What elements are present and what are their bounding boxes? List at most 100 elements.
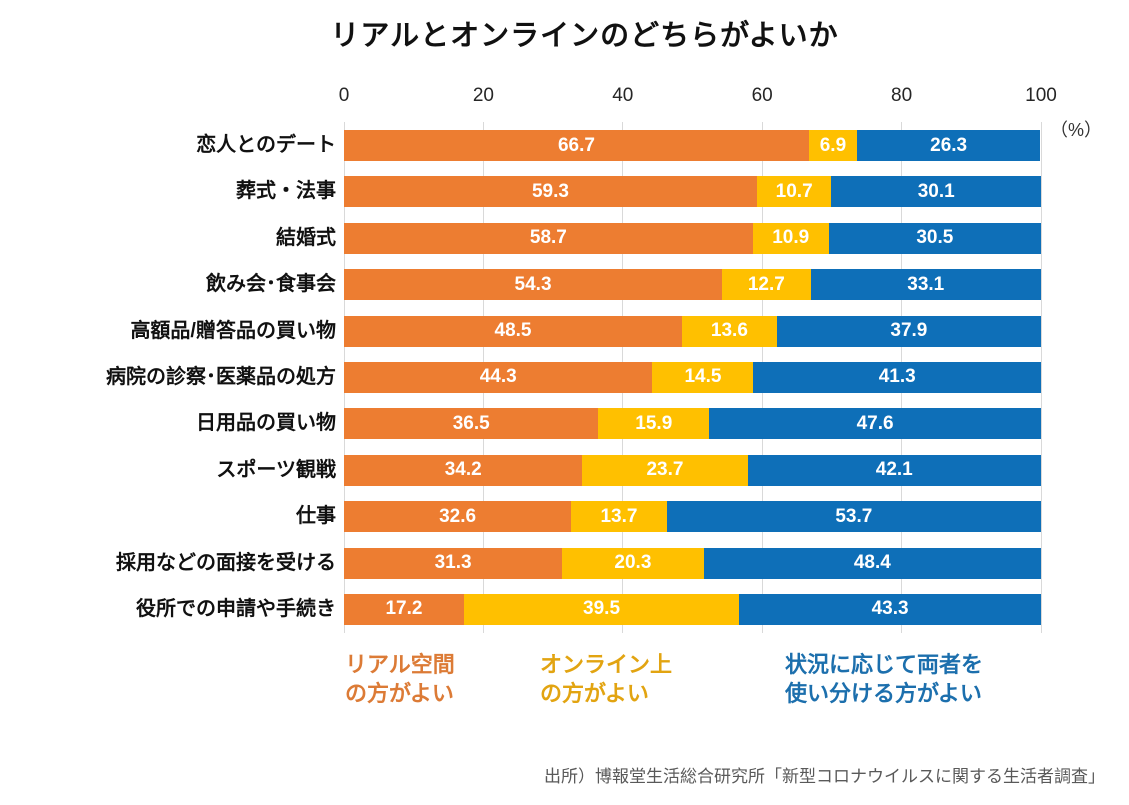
legend-both-line2: 使い分ける方がよい	[785, 681, 982, 706]
category-label: スポーツ観戦	[216, 458, 336, 481]
legend-real-line2: の方がよい	[345, 681, 454, 706]
value-label: 13.7	[600, 505, 638, 527]
value-label: 30.5	[916, 227, 954, 249]
category-label: 恋人とのデート	[196, 134, 336, 156]
value-label: 53.7	[835, 505, 873, 527]
value-label: 10.7	[775, 180, 813, 202]
plot-area: 恋人とのデート 66.7 6.9 26.3 葬式・法事 59.3 10.7 30.1 結婚式 58…	[106, 122, 1042, 633]
category-label: 高額品/贈答品の買い物	[130, 319, 336, 342]
value-label: 37.9	[890, 320, 928, 342]
bar-segment-real: 34.2	[344, 454, 583, 486]
bar-row: 役所での申請や手続き 17.2 39.5 43.3	[136, 593, 1041, 625]
value-label: 15.9	[635, 412, 673, 434]
chart-title: リアルとオンラインのどちらがよいか	[330, 20, 839, 52]
bar-segment-both: 30.5	[828, 222, 1041, 254]
value-label: 36.5	[452, 412, 490, 434]
x-tick-label: 100	[1025, 85, 1057, 106]
bar-row: 高額品/贈答品の買い物 48.5 13.6 37.9	[130, 315, 1041, 347]
x-tick-label: 20	[472, 85, 494, 106]
category-label: 結婚式	[276, 226, 336, 249]
category-label: 採用などの面接を受ける	[116, 551, 336, 574]
bar-segment-real: 17.2	[344, 593, 464, 625]
bar-segment-real: 66.7	[344, 130, 809, 161]
value-label: 17.2	[385, 598, 423, 620]
category-label: 役所での申請や手続き	[136, 597, 336, 620]
bar-segment-online: 12.7	[722, 269, 811, 301]
value-label: 10.9	[772, 227, 810, 249]
x-tick-label: 40	[612, 85, 634, 106]
value-label: 20.3	[614, 552, 652, 574]
value-label: 33.1	[907, 273, 945, 295]
bar-segment-real: 31.3	[344, 547, 563, 579]
value-label: 26.3	[930, 134, 968, 156]
legend-real-line1: リアル空間	[345, 652, 455, 677]
bar-segment-both: 48.4	[703, 547, 1041, 579]
bar-segment-both: 47.6	[709, 408, 1041, 440]
value-label: 30.1	[917, 180, 955, 202]
bar-segment-online: 23.7	[582, 454, 748, 486]
value-label: 44.3	[479, 366, 517, 388]
bar-segment-real: 48.5	[344, 315, 683, 347]
value-label: 47.6	[856, 412, 894, 434]
bar-segment-online: 39.5	[463, 593, 740, 625]
bar-segment-both: 42.1	[747, 454, 1041, 486]
bar-segment-both: 30.1	[831, 176, 1041, 208]
value-label: 66.7	[557, 134, 595, 156]
legend-item-both: 状況に応じて両者を 使い分ける方がよい	[785, 650, 983, 708]
value-label: 23.7	[646, 459, 684, 481]
bar-row: 日用品の買い物 36.5 15.9 47.6	[196, 408, 1041, 440]
bar-segment-online: 15.9	[598, 408, 710, 440]
x-axis: 0 20 40 60 80 100	[339, 85, 1057, 111]
category-label: 葬式・法事	[236, 180, 336, 203]
bar-segment-real: 54.3	[344, 269, 723, 301]
x-tick-label: 0	[338, 85, 350, 106]
bar-segment-real: 36.5	[344, 408, 599, 440]
bar-segment-real: 32.6	[344, 501, 572, 533]
value-label: 34.2	[444, 459, 482, 481]
value-label: 39.5	[583, 598, 621, 620]
value-label: 12.7	[747, 273, 785, 295]
bar-rows: 恋人とのデート 66.7 6.9 26.3 葬式・法事 59.3 10.7 30.1 結婚式 58…	[106, 130, 1042, 625]
bar-row: 葬式・法事 59.3 10.7 30.1	[236, 176, 1041, 208]
bar-segment-online: 6.9	[808, 130, 857, 161]
bar-segment-online: 20.3	[562, 547, 704, 579]
value-label: 31.3	[434, 552, 472, 574]
bar-row: 飲み会･食事会 54.3 12.7 33.1	[206, 269, 1041, 301]
bar-row: 結婚式 58.7 10.9 30.5	[276, 222, 1041, 254]
bar-row: 病院の診察･医薬品の処方 44.3 14.5 41.3	[106, 361, 1042, 393]
bar-segment-real: 58.7	[344, 222, 753, 254]
bar-segment-online: 13.7	[571, 501, 667, 533]
bar-segment-both: 53.7	[666, 501, 1041, 533]
axis-unit-label: （%）	[1050, 120, 1103, 140]
value-label: 42.1	[875, 459, 913, 481]
value-label: 48.5	[494, 320, 532, 342]
legend-item-online: オンライン上 の方がよい	[540, 650, 672, 708]
legend-online-line1: オンライン上	[540, 652, 673, 677]
value-label: 54.3	[514, 273, 552, 295]
x-tick-label: 60	[751, 85, 773, 106]
value-label: 13.6	[710, 320, 748, 342]
x-tick-label: 80	[891, 85, 913, 106]
category-label: 飲み会･食事会	[206, 273, 336, 296]
bar-segment-both: 43.3	[739, 593, 1041, 625]
bar-segment-online: 10.9	[752, 222, 829, 254]
legend-online-line2: の方がよい	[540, 681, 649, 706]
legend-item-real: リアル空間 の方がよい	[345, 650, 455, 708]
bar-row: 採用などの面接を受ける 31.3 20.3 48.4	[116, 547, 1041, 579]
bar-row: 仕事 32.6 13.7 53.7	[296, 501, 1041, 533]
bar-segment-online: 13.6	[682, 315, 777, 347]
value-label: 48.4	[853, 552, 891, 574]
value-label: 43.3	[871, 598, 909, 620]
bar-segment-online: 10.7	[756, 176, 832, 208]
value-label: 59.3	[531, 180, 569, 202]
bar-segment-both: 33.1	[810, 269, 1041, 301]
category-label: 日用品の買い物	[196, 412, 336, 435]
category-label: 仕事	[296, 505, 336, 528]
bar-segment-online: 14.5	[652, 361, 754, 393]
bar-segment-both: 26.3	[856, 130, 1041, 161]
source-note: 出所）博報堂生活総合研究所「新型コロナウイルスに関する生活者調査」	[544, 767, 1105, 786]
value-label: 58.7	[529, 227, 567, 249]
value-label: 6.9	[819, 134, 847, 156]
value-label: 41.3	[878, 366, 916, 388]
